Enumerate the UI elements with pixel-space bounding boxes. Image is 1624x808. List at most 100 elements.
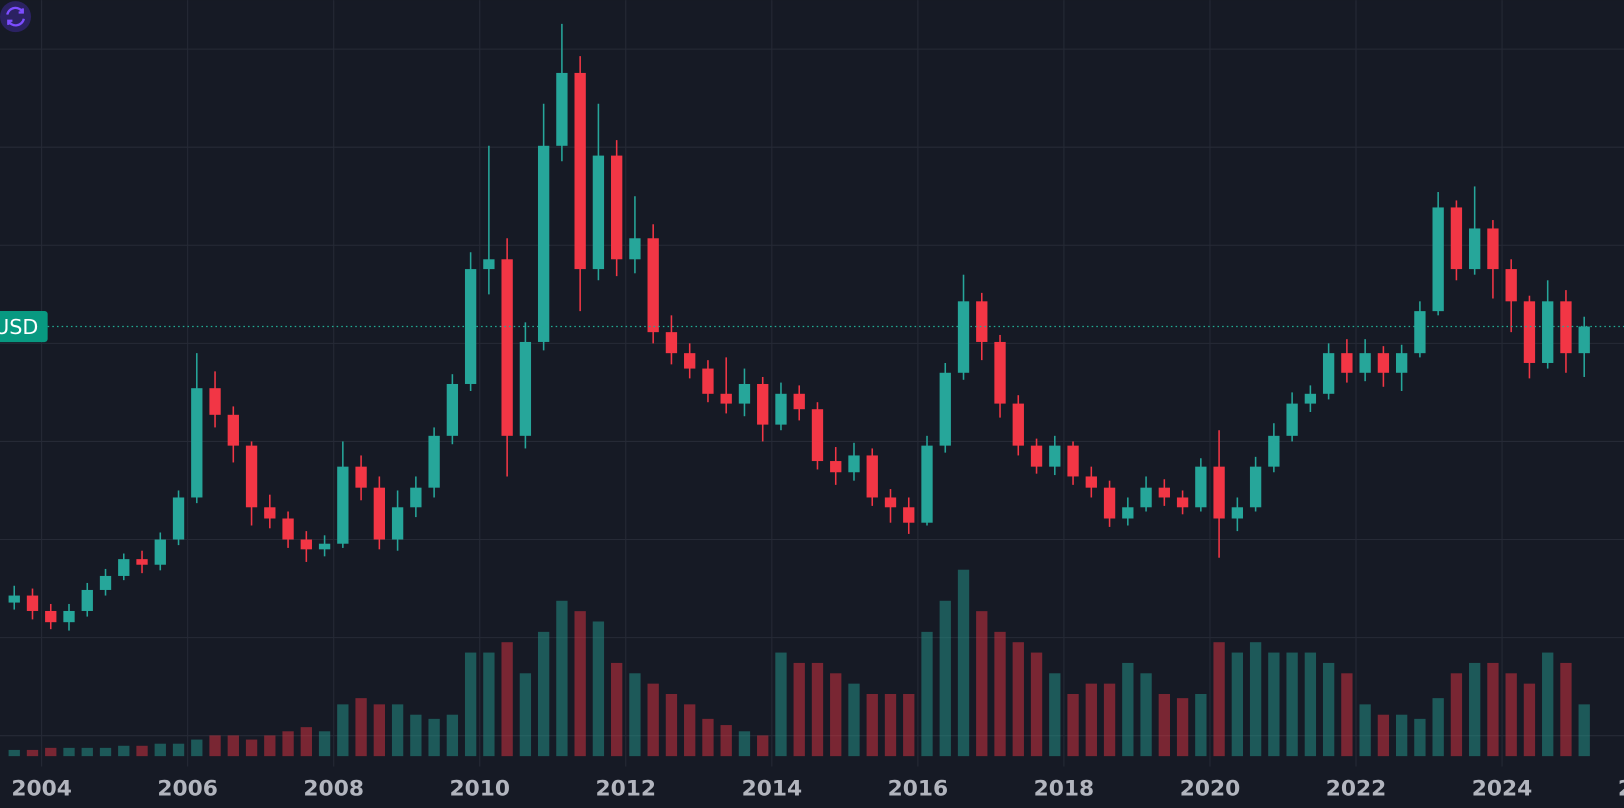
volume-bar bbox=[647, 683, 659, 757]
volume-bar bbox=[537, 631, 550, 757]
candles bbox=[8, 23, 1590, 631]
price-label: USD bbox=[0, 315, 38, 339]
candle-body bbox=[1505, 269, 1517, 302]
volume-bar bbox=[1542, 652, 1554, 757]
candle-body bbox=[300, 539, 312, 550]
candle-body bbox=[428, 435, 440, 488]
volume-bar bbox=[1012, 642, 1024, 757]
candle-body bbox=[63, 610, 75, 623]
x-tick-label: 2022 bbox=[1326, 777, 1387, 802]
volume-bar bbox=[976, 611, 988, 757]
volume-bar bbox=[1195, 694, 1207, 757]
candle-body bbox=[866, 455, 878, 498]
candle-body bbox=[8, 595, 20, 603]
candle-body bbox=[191, 388, 203, 498]
volume-bar bbox=[337, 704, 349, 757]
candle-body bbox=[1268, 435, 1280, 467]
candle-body bbox=[1487, 228, 1499, 270]
candle-body bbox=[136, 559, 148, 565]
candle-body bbox=[519, 341, 532, 436]
volume-bar bbox=[519, 673, 532, 757]
x-tick-label: 2010 bbox=[449, 777, 510, 802]
volume-bar bbox=[884, 694, 897, 757]
x-tick-label: 2016 bbox=[888, 777, 949, 802]
x-tick-label: 2004 bbox=[11, 777, 72, 802]
candle-body bbox=[884, 497, 897, 508]
volume-bar bbox=[63, 747, 75, 757]
volume-bar bbox=[227, 735, 239, 757]
candle-body bbox=[1359, 353, 1371, 373]
volume-bar bbox=[738, 731, 751, 757]
candle-body bbox=[227, 414, 239, 446]
volume-bar bbox=[1249, 642, 1262, 757]
volume-bar bbox=[1122, 662, 1134, 757]
last-price: USD bbox=[0, 311, 1624, 343]
candle-body bbox=[1322, 353, 1335, 394]
x-tick-label: 2008 bbox=[303, 777, 364, 802]
volume-bar bbox=[775, 652, 787, 757]
volume-bar bbox=[264, 735, 276, 757]
volume-bar bbox=[300, 727, 312, 757]
volume-bar bbox=[903, 694, 915, 757]
volume-bar bbox=[1560, 662, 1572, 757]
candle-body bbox=[245, 445, 258, 508]
volume-bar bbox=[921, 631, 933, 757]
candle-body bbox=[1414, 311, 1426, 354]
candle-body bbox=[1578, 326, 1590, 354]
candle-body bbox=[629, 238, 641, 260]
volume-bar bbox=[1469, 662, 1481, 757]
candle-body bbox=[483, 259, 495, 270]
candle-body bbox=[903, 507, 915, 523]
volume-bar bbox=[1578, 704, 1590, 757]
candle-body bbox=[373, 487, 386, 540]
volume-bar bbox=[1377, 714, 1390, 757]
candle-body bbox=[738, 383, 751, 404]
volume-bar bbox=[1523, 683, 1536, 757]
candle-body bbox=[1122, 507, 1134, 519]
candle-body bbox=[1085, 476, 1097, 488]
volume-bar bbox=[1176, 698, 1189, 757]
candle-body bbox=[391, 507, 404, 540]
volume-bar bbox=[464, 652, 477, 757]
volume-bar bbox=[939, 600, 951, 757]
candle-body bbox=[45, 610, 57, 623]
volume-bar bbox=[410, 714, 422, 757]
volume-bar bbox=[154, 743, 166, 757]
candle-body bbox=[811, 409, 824, 462]
volume-bar bbox=[1286, 652, 1298, 757]
volume-bar bbox=[1085, 683, 1097, 757]
candle-body bbox=[611, 155, 623, 260]
volume-bar bbox=[720, 725, 732, 757]
volume-bar bbox=[81, 747, 93, 757]
volume-bar bbox=[629, 673, 641, 757]
candle-body bbox=[793, 393, 805, 410]
volume-bar bbox=[428, 718, 440, 757]
candle-body bbox=[830, 461, 842, 473]
volume-bar bbox=[1322, 662, 1335, 757]
volume-bar bbox=[957, 569, 970, 757]
volume-bar bbox=[1304, 652, 1317, 757]
candle-body bbox=[1030, 445, 1043, 467]
candle-body bbox=[446, 383, 459, 436]
candle-body bbox=[939, 372, 951, 446]
candle-body bbox=[1395, 353, 1408, 373]
candle-body bbox=[410, 487, 422, 508]
volume-bar bbox=[45, 747, 57, 757]
candle-body bbox=[994, 341, 1006, 404]
volume-bar bbox=[1414, 718, 1426, 757]
candle-body bbox=[702, 368, 714, 394]
candle-body bbox=[921, 445, 933, 523]
volume-bars bbox=[8, 569, 1590, 757]
candle-body bbox=[1341, 353, 1353, 373]
volume-bar bbox=[209, 735, 221, 757]
axis-labels: 2004 2006 2008 2010 2012 2014 2016 2018 2020 2022… bbox=[11, 777, 1624, 802]
sync-icon[interactable] bbox=[0, 1, 32, 33]
volume-bar bbox=[1231, 652, 1244, 757]
candle-body bbox=[99, 575, 112, 590]
candle-body bbox=[264, 507, 276, 519]
candle-body bbox=[1103, 487, 1116, 519]
volume-bar bbox=[1487, 662, 1499, 757]
candle-body bbox=[1560, 301, 1572, 354]
candle-body bbox=[720, 393, 732, 404]
